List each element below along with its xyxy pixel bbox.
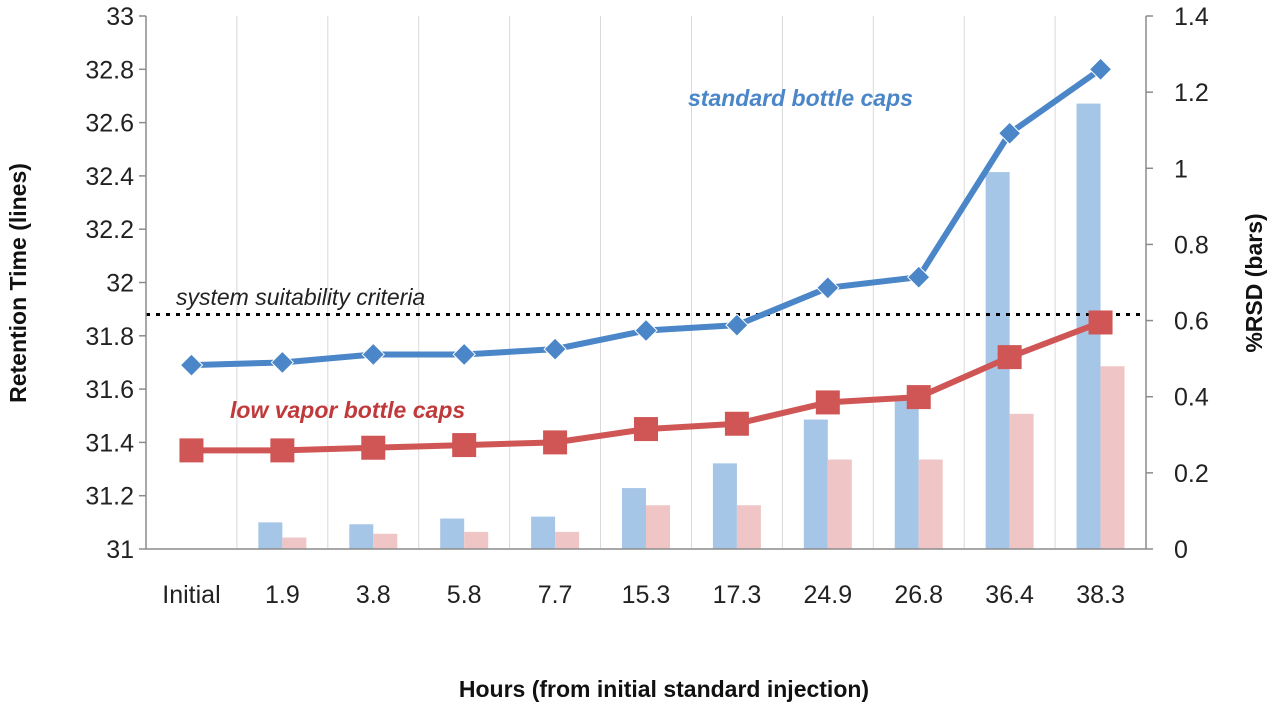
- y-tick-label: 32.6: [85, 110, 134, 138]
- point-standard: [634, 318, 658, 343]
- y-tick-label: 31.8: [85, 323, 134, 351]
- point-low-vapor: [543, 430, 568, 455]
- x-tick-label: 36.4: [985, 581, 1034, 609]
- bar-rsd-low-vapor: [373, 533, 398, 549]
- point-standard: [816, 276, 840, 300]
- x-tick-label: 24.9: [803, 581, 852, 609]
- bar-rsd-low-vapor: [1100, 366, 1125, 549]
- x-tick-label: 5.8: [447, 581, 482, 609]
- x-tick-label: 3.8: [356, 581, 391, 609]
- point-low-vapor: [361, 435, 386, 460]
- x-tick-label: 1.9: [265, 581, 300, 609]
- reference-line-label: system suitability criteria: [176, 284, 425, 310]
- bar-rsd-standard: [712, 463, 737, 549]
- x-tick-label: 15.3: [622, 581, 671, 609]
- point-standard: [725, 313, 749, 337]
- y-tick-label: 31.6: [85, 376, 134, 404]
- bar-rsd-low-vapor: [1009, 413, 1034, 549]
- bar-rsd-standard: [258, 522, 283, 549]
- bar-rsd-standard: [894, 396, 919, 549]
- y2-tick-label: 1.4: [1174, 3, 1209, 31]
- point-low-vapor: [270, 438, 295, 463]
- x-axis-title: Hours (from initial standard injection): [459, 676, 869, 702]
- y-tick-label: 33: [106, 3, 134, 31]
- y-tick-label: 32.8: [85, 56, 134, 84]
- x-tick-label: 26.8: [894, 581, 943, 609]
- point-low-vapor: [997, 345, 1022, 370]
- y-tick-label: 32.2: [85, 216, 134, 244]
- bar-rsd-standard: [531, 516, 556, 549]
- line-layer: [179, 57, 1113, 463]
- bar-rsd-low-vapor: [736, 505, 761, 549]
- x-tick-label: 17.3: [713, 581, 762, 609]
- y-tick-label: 32.4: [85, 163, 134, 191]
- point-standard: [270, 350, 295, 375]
- point-low-vapor: [815, 390, 840, 415]
- bar-rsd-low-vapor: [282, 537, 307, 549]
- point-standard: [179, 353, 204, 377]
- y-tick-label: 32: [106, 270, 134, 298]
- point-low-vapor: [179, 438, 204, 463]
- bar-layer: [258, 103, 1125, 550]
- bar-rsd-low-vapor: [827, 459, 852, 549]
- point-low-vapor: [906, 385, 931, 410]
- x-tick-label: Initial: [162, 581, 220, 609]
- point-standard: [452, 342, 476, 367]
- bar-rsd-standard: [349, 524, 374, 549]
- y-axis-title: Retention Time (lines): [5, 163, 31, 403]
- point-low-vapor: [452, 433, 477, 458]
- y2-axis-title: %RSD (bars): [1241, 213, 1267, 352]
- y2-tick-label: 0: [1174, 536, 1188, 564]
- y2-tick-label: 1.2: [1174, 79, 1209, 107]
- low-vapor-series-label: low vapor bottle caps: [230, 397, 465, 423]
- bar-rsd-low-vapor: [555, 531, 580, 549]
- point-standard: [907, 265, 931, 289]
- point-standard: [997, 121, 1022, 145]
- y-tick-label: 31.4: [85, 429, 134, 457]
- point-low-vapor: [1088, 310, 1113, 335]
- point-standard: [361, 342, 385, 367]
- bar-rsd-standard: [440, 518, 465, 549]
- y2-tick-label: 1: [1174, 155, 1188, 183]
- y2-tick-label: 0.2: [1174, 460, 1209, 488]
- standard-series-label: standard bottle caps: [688, 85, 913, 111]
- axis-layer: [139, 15, 1153, 550]
- x-tick-label: 7.7: [538, 581, 573, 609]
- label-layer: 31 31.2 31.4 31.6 31.8 32 32.2 32.4 32.6 32.8 33 0 0…: [85, 3, 1209, 609]
- bar-rsd-standard: [622, 488, 646, 549]
- bar-rsd-low-vapor: [646, 505, 670, 549]
- point-standard: [1088, 57, 1113, 82]
- bar-rsd-low-vapor: [464, 531, 489, 549]
- y-tick-label: 31.2: [85, 483, 134, 511]
- point-standard: [543, 337, 567, 361]
- bar-rsd-low-vapor: [918, 459, 943, 549]
- point-low-vapor: [724, 411, 749, 436]
- y2-tick-label: 0.8: [1174, 231, 1209, 259]
- bar-rsd-standard: [803, 419, 828, 549]
- y-tick-label: 31: [106, 536, 134, 564]
- y2-tick-label: 0.4: [1174, 384, 1209, 412]
- y2-tick-label: 0.6: [1174, 308, 1209, 336]
- point-low-vapor: [634, 417, 658, 442]
- x-tick-label: 38.3: [1076, 581, 1125, 609]
